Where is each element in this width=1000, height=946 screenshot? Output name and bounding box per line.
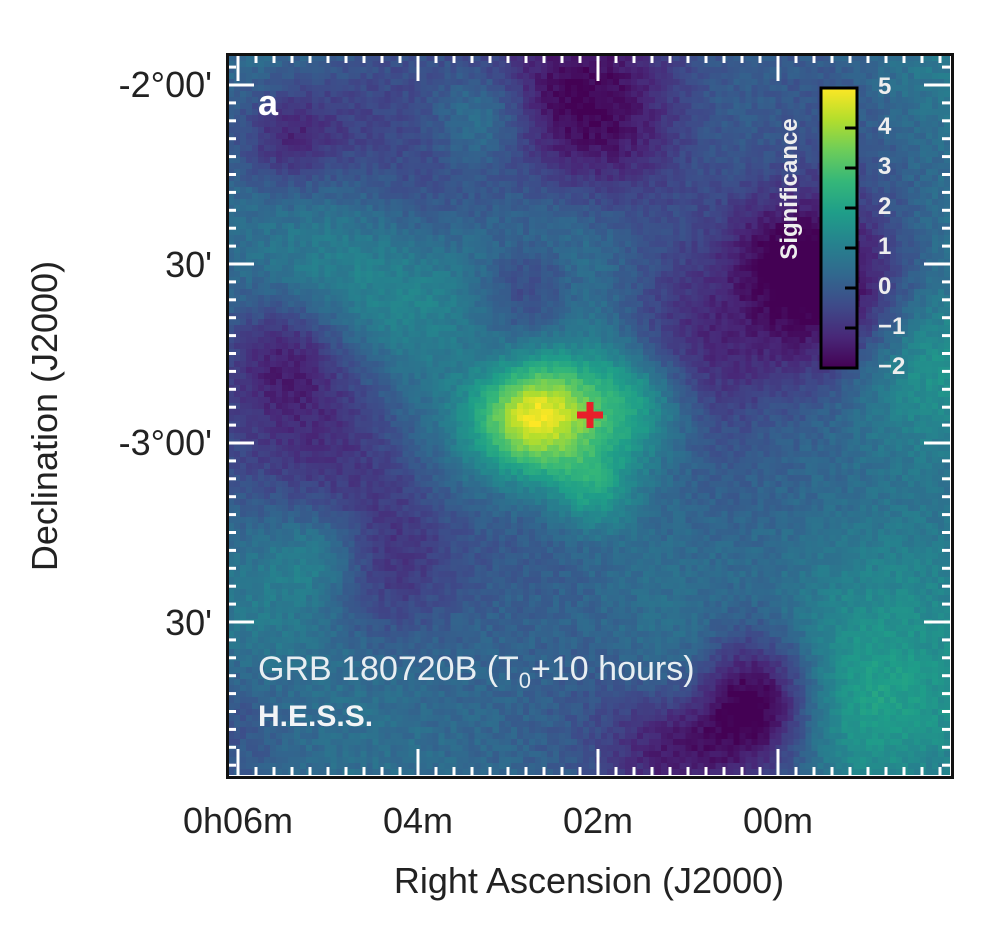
colorbar-title: Significance [776,118,803,260]
instrument-label: H.E.S.S. [258,700,374,733]
colorbar-tick-label: 1 [878,233,892,260]
y-tick-label: -3°00' [118,422,212,463]
y-tick-label: -2°00' [118,64,212,105]
panel-label: a [258,82,279,123]
y-axis-title: Declination (J2000) [24,260,65,572]
y-tick-label: 30' [165,244,212,285]
x-tick-label: 02m [562,800,634,841]
y-tick-label: 30' [165,602,212,643]
x-tick-label: 00m [742,800,814,841]
colorbar-tick-label: 3 [878,153,892,180]
plot-overlay [228,55,950,775]
colorbar-tick-label: 0 [878,273,892,300]
colorbar-tick-label: 4 [878,113,892,140]
sky-map [228,55,950,775]
x-tick-label: 0h06m [182,800,294,841]
x-tick-label: 04m [382,800,454,841]
plot-border [226,53,954,779]
colorbar-tick-label: −2 [878,353,906,380]
colorbar [819,86,859,370]
x-axis-title: Right Ascension (J2000) [393,860,785,901]
colorbar-tick-label: −1 [878,313,906,340]
grb-annotation: GRB 180720B (T0+10 hours) [258,650,695,693]
colorbar-tick-label: 5 [878,73,892,100]
colorbar-tick-label: 2 [878,193,892,220]
